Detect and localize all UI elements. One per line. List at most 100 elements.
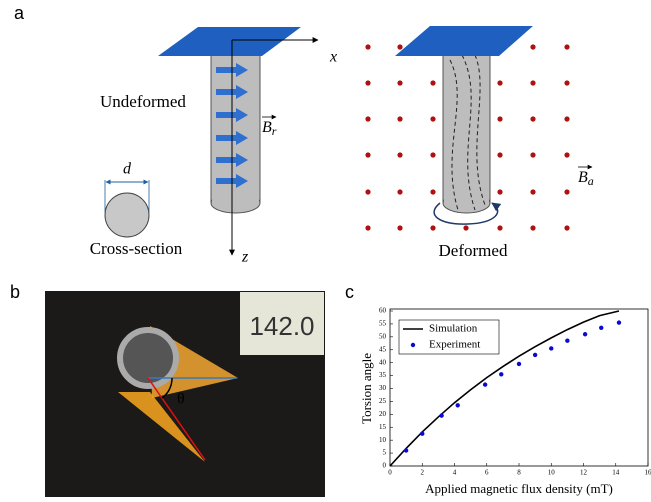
arrow-shaft <box>216 178 236 184</box>
x-tick-label: 14 <box>612 469 620 477</box>
panel-label: c <box>345 282 354 302</box>
data-point <box>565 339 569 343</box>
field-dot <box>365 225 370 230</box>
label: d <box>123 161 132 178</box>
y-axis-label: Torsion angle <box>359 353 374 424</box>
field-dot <box>365 44 370 49</box>
y-tick-label: 45 <box>379 345 387 353</box>
data-point <box>517 362 521 366</box>
y-tick-label: 60 <box>379 307 387 315</box>
field-dot <box>530 152 535 157</box>
field-dot <box>497 116 502 121</box>
field-dot <box>530 189 535 194</box>
field-dot <box>497 152 502 157</box>
field-dot <box>564 80 569 85</box>
subscript: a <box>588 174 594 188</box>
field-dot <box>497 189 502 194</box>
plate <box>395 26 533 56</box>
legend-marker <box>411 343 415 347</box>
y-tick-label: 30 <box>379 384 387 392</box>
field-dot <box>397 44 402 49</box>
field-dot <box>430 189 435 194</box>
panel-label: b <box>10 282 20 302</box>
x-tick-label: 12 <box>580 469 588 477</box>
data-point <box>583 332 587 336</box>
field-dot <box>397 189 402 194</box>
field-dot <box>430 116 435 121</box>
y-tick-label: 55 <box>379 320 387 328</box>
data-point <box>599 326 603 330</box>
field-dot <box>430 152 435 157</box>
field-dot <box>497 225 502 230</box>
field-dot <box>397 80 402 85</box>
data-point <box>483 382 487 386</box>
field-dot <box>530 116 535 121</box>
axis-label: x <box>329 49 337 66</box>
symbol: B <box>262 119 272 136</box>
x-tick-label: 2 <box>421 469 425 477</box>
field-dot <box>564 44 569 49</box>
arrow-shaft <box>216 157 236 163</box>
subscript: r <box>272 124 277 138</box>
field-dot <box>365 80 370 85</box>
cylinder-fill <box>212 190 259 203</box>
data-point <box>533 353 537 357</box>
axis-label: z <box>241 249 249 266</box>
field-dot <box>430 225 435 230</box>
x-tick-label: 4 <box>453 469 457 477</box>
legend-label: Experiment <box>429 339 480 351</box>
x-tick-label: 8 <box>517 469 521 477</box>
field-dot <box>430 80 435 85</box>
field-dot <box>497 80 502 85</box>
x-tick-label: 6 <box>485 469 489 477</box>
label: Deformed <box>439 241 508 260</box>
y-tick-label: 15 <box>379 423 387 431</box>
panel-label: a <box>14 3 25 23</box>
field-dot <box>397 152 402 157</box>
label: Cross-section <box>90 239 183 258</box>
field-dot <box>397 116 402 121</box>
field-dot <box>397 225 402 230</box>
plate <box>158 27 301 56</box>
legend-label: Simulation <box>429 323 478 335</box>
field-dot <box>564 189 569 194</box>
y-tick-label: 5 <box>383 449 387 457</box>
y-tick-label: 35 <box>379 371 387 379</box>
data-point <box>456 403 460 407</box>
field-dot <box>564 152 569 157</box>
y-tick-label: 10 <box>379 436 387 444</box>
x-axis-label: Applied magnetic flux density (mT) <box>425 481 613 496</box>
field-dot <box>530 225 535 230</box>
x-tick-label: 0 <box>388 469 392 477</box>
cylinder <box>443 45 490 203</box>
field-label: Br <box>262 119 277 138</box>
label: Undeformed <box>100 92 186 111</box>
data-point <box>499 372 503 376</box>
x-tick-label: 10 <box>548 469 556 477</box>
y-tick-label: 40 <box>379 358 387 366</box>
angle-label: θ <box>177 391 185 408</box>
field-dot <box>530 44 535 49</box>
field-dot <box>365 189 370 194</box>
x-tick-label: 16 <box>645 469 651 477</box>
y-tick-label: 25 <box>379 397 387 405</box>
field-dot <box>564 225 569 230</box>
arrow-shaft <box>216 67 236 73</box>
field-dot <box>530 80 535 85</box>
data-point <box>420 432 424 436</box>
cross-section <box>105 193 149 237</box>
field-dot <box>463 225 468 230</box>
symbol: B <box>578 169 588 186</box>
field-dot <box>365 152 370 157</box>
meter-reading: 142.0 <box>249 311 314 341</box>
data-point <box>404 448 408 452</box>
y-tick-label: 0 <box>383 462 387 470</box>
data-point <box>439 413 443 417</box>
y-tick-label: 20 <box>379 410 387 418</box>
arrow-shaft <box>216 135 236 141</box>
data-point <box>617 320 621 324</box>
figure: a b c x z Undeformed Br d Cross-section … <box>0 0 651 502</box>
arrow-shaft <box>216 89 236 95</box>
data-point <box>549 346 553 350</box>
